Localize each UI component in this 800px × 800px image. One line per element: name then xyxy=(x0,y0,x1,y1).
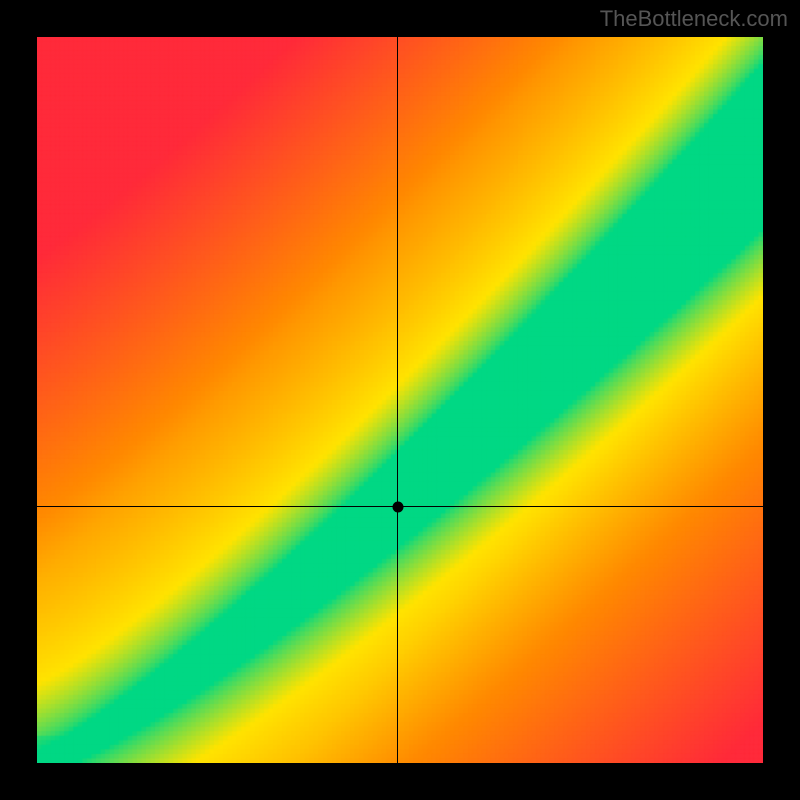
crosshair-vertical-line xyxy=(397,37,398,763)
heatmap-plot-area xyxy=(37,37,763,763)
crosshair-marker xyxy=(392,501,403,512)
heatmap-canvas xyxy=(37,37,763,763)
watermark-label: TheBottleneck.com xyxy=(600,6,788,32)
chart-container: TheBottleneck.com xyxy=(0,0,800,800)
